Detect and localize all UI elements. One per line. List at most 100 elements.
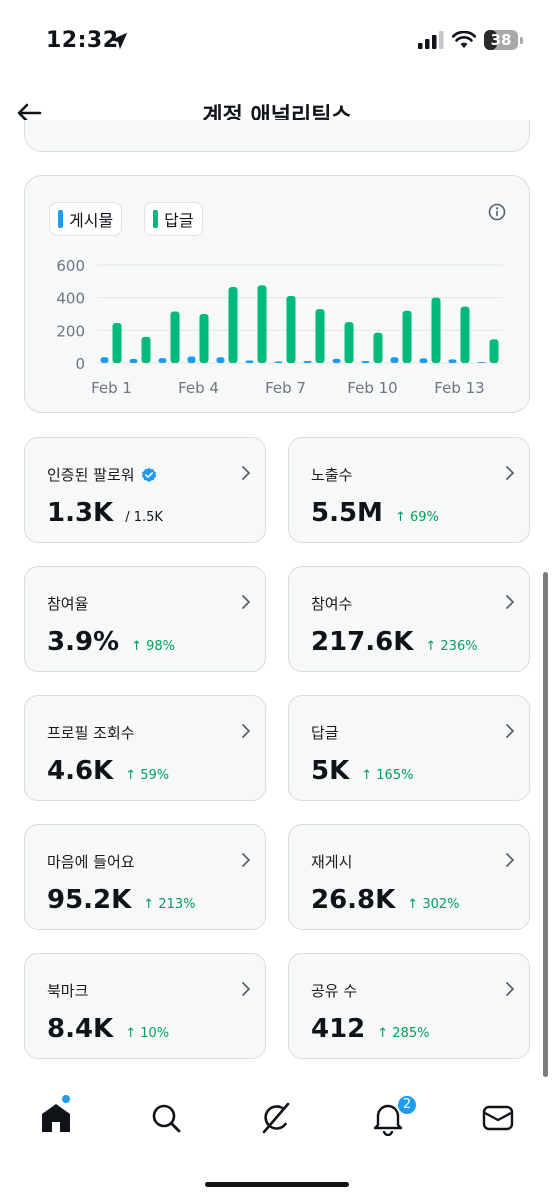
stat-label: 북마크 bbox=[47, 982, 89, 1000]
legend-swatch-posts bbox=[58, 210, 63, 228]
bar-replies bbox=[315, 309, 325, 363]
stat-value: 8.4K bbox=[47, 1014, 114, 1044]
chevron-right-icon bbox=[242, 595, 250, 609]
y-tick-label: 400 bbox=[56, 290, 85, 308]
bar-replies bbox=[228, 287, 238, 363]
bar-posts bbox=[129, 358, 138, 363]
info-icon[interactable] bbox=[487, 202, 507, 222]
x-tick-label: Feb 13 bbox=[434, 379, 484, 397]
status-indicators: 38 bbox=[418, 30, 523, 50]
search-icon[interactable] bbox=[148, 1100, 184, 1136]
y-tick-label: 0 bbox=[75, 355, 85, 373]
stat-value: 5.5M bbox=[311, 498, 383, 528]
stat-card-bookmarks[interactable]: 북마크 8.4K ↑ 10% bbox=[24, 953, 266, 1059]
grok-icon[interactable] bbox=[258, 1100, 294, 1136]
legend-item-posts[interactable]: 게시물 bbox=[49, 202, 123, 236]
stat-card-replies[interactable]: 답글 5K ↑ 165% bbox=[288, 695, 530, 801]
stat-card-profile-visits[interactable]: 프로필 조회수 4.6K ↑ 59% bbox=[24, 695, 266, 801]
bar-replies bbox=[257, 285, 267, 363]
stat-card-likes[interactable]: 마음에 들어요 95.2K ↑ 213% bbox=[24, 824, 266, 930]
stat-card-shares[interactable]: 공유 수 412 ↑ 285% bbox=[288, 953, 530, 1059]
home-indicator bbox=[205, 1182, 349, 1187]
bar-posts bbox=[100, 357, 109, 363]
stat-card-impressions[interactable]: 노출수 5.5M ↑ 69% bbox=[288, 437, 530, 543]
bar-posts bbox=[361, 361, 370, 363]
stat-label: 공유 수 bbox=[311, 982, 358, 1000]
stat-value-wrap: 26.8K ↑ 302% bbox=[311, 885, 460, 915]
bar-posts bbox=[274, 361, 283, 363]
bar-posts bbox=[216, 357, 225, 363]
stat-value: 95.2K bbox=[47, 885, 132, 915]
cellular-signal-icon bbox=[418, 31, 444, 49]
location-arrow-icon bbox=[110, 32, 128, 50]
stat-change: ↑ 213% bbox=[143, 897, 196, 912]
bell-icon[interactable] bbox=[370, 1100, 406, 1136]
stat-label: 마음에 들어요 bbox=[47, 853, 135, 871]
x-tick-label: Feb 7 bbox=[265, 379, 306, 397]
stat-value-wrap: 5K ↑ 165% bbox=[311, 756, 413, 786]
stat-card-reposts[interactable]: 재게시 26.8K ↑ 302% bbox=[288, 824, 530, 930]
chevron-right-icon bbox=[506, 982, 514, 996]
mail-icon[interactable] bbox=[480, 1100, 516, 1136]
stat-label: 노출수 bbox=[311, 466, 353, 484]
bar-posts bbox=[158, 358, 167, 363]
stat-card-engagement-rate[interactable]: 참여율 3.9% ↑ 98% bbox=[24, 566, 266, 672]
stat-value-wrap: 4.6K ↑ 59% bbox=[47, 756, 169, 786]
stat-value-wrap: 8.4K ↑ 10% bbox=[47, 1014, 169, 1044]
stat-value: 5K bbox=[311, 756, 350, 786]
stat-label: 재게시 bbox=[311, 853, 353, 871]
home-icon[interactable] bbox=[38, 1100, 74, 1136]
bar-posts bbox=[187, 356, 196, 363]
bar-replies bbox=[460, 306, 470, 363]
legend-item-replies[interactable]: 답글 bbox=[144, 202, 203, 236]
bar-replies bbox=[141, 336, 151, 363]
stat-value: 3.9% bbox=[47, 627, 120, 657]
battery-level-fill bbox=[484, 30, 497, 50]
chevron-right-icon bbox=[242, 466, 250, 480]
x-tick-label: Feb 1 bbox=[91, 379, 132, 397]
stat-label: 참여율 bbox=[47, 595, 89, 613]
stat-value-wrap: 412 ↑ 285% bbox=[311, 1014, 429, 1044]
bar-replies bbox=[286, 296, 296, 363]
bar-posts bbox=[245, 360, 254, 363]
battery-cap bbox=[520, 37, 523, 44]
stat-label: 참여수 bbox=[311, 595, 353, 613]
wifi-icon bbox=[452, 31, 476, 48]
battery-percent: 38 bbox=[490, 31, 512, 49]
bar-posts bbox=[332, 358, 341, 363]
stat-label: 인증된 팔로워 bbox=[47, 466, 135, 484]
stat-value-wrap: 5.5M ↑ 69% bbox=[311, 498, 439, 528]
stat-card-engagements[interactable]: 참여수 217.6K ↑ 236% bbox=[288, 566, 530, 672]
chevron-right-icon bbox=[242, 982, 250, 996]
battery-indicator: 38 bbox=[484, 30, 523, 50]
chevron-right-icon bbox=[242, 724, 250, 738]
stat-value-wrap: 217.6K ↑ 236% bbox=[311, 627, 478, 657]
bar-replies bbox=[373, 332, 383, 363]
legend-swatch-replies bbox=[153, 210, 159, 228]
chevron-right-icon bbox=[242, 853, 250, 867]
bar-replies bbox=[489, 339, 499, 363]
bar-replies bbox=[431, 297, 441, 363]
stat-card-verified-followers[interactable]: 인증된 팔로워 1.3K / 1.5K bbox=[24, 437, 266, 543]
legend-label-replies: 답글 bbox=[164, 211, 194, 230]
chart-legend: 게시물 답글 bbox=[49, 202, 203, 236]
stat-value: 26.8K bbox=[311, 885, 396, 915]
stat-change: ↑ 236% bbox=[425, 639, 478, 654]
x-tick-label: Feb 10 bbox=[347, 379, 397, 397]
chevron-right-icon bbox=[506, 724, 514, 738]
back-arrow-icon[interactable] bbox=[14, 98, 44, 128]
stat-change: ↑ 59% bbox=[125, 768, 170, 783]
stat-value: 412 bbox=[311, 1014, 366, 1044]
scrollbar[interactable] bbox=[543, 572, 548, 1077]
bar-replies bbox=[402, 310, 412, 363]
status-bar: 12:32 38 bbox=[0, 0, 554, 80]
activity-chart-card: 0 200 400 600 Feb 1 Feb 4 Feb 7 Feb 10 Feb 13 게시… bbox=[24, 175, 530, 413]
bar-replies bbox=[170, 311, 180, 363]
x-tick-label: Feb 4 bbox=[178, 379, 219, 397]
stat-label-wrap: 인증된 팔로워 bbox=[47, 464, 157, 485]
stat-label: 답글 bbox=[311, 724, 339, 742]
activity-bar-chart: 0 200 400 600 Feb 1 Feb 4 Feb 7 Feb 10 Feb 13 bbox=[56, 257, 503, 397]
stat-value: 4.6K bbox=[47, 756, 114, 786]
chevron-right-icon bbox=[506, 853, 514, 867]
status-time: 12:32 bbox=[46, 28, 119, 53]
